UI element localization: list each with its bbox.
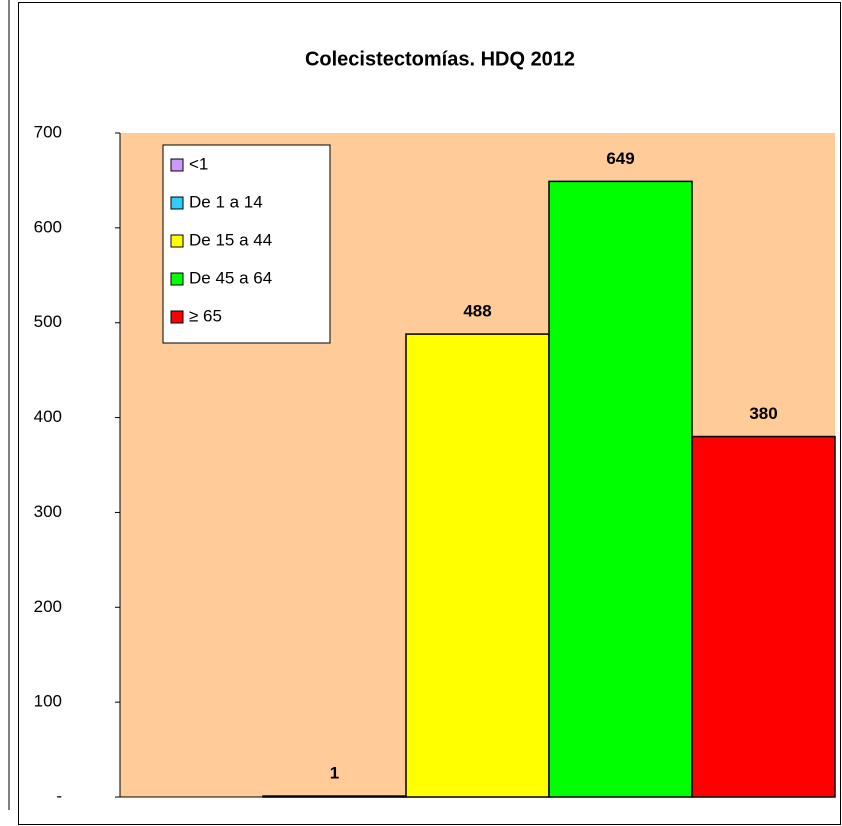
legend-swatch bbox=[170, 196, 184, 210]
y-tick-label: 400 bbox=[34, 407, 62, 426]
y-tick-label: 100 bbox=[34, 692, 62, 711]
legend-swatch bbox=[170, 234, 184, 248]
legend-swatch bbox=[170, 310, 184, 324]
y-tick-label: - bbox=[56, 786, 62, 805]
data-label: 488 bbox=[463, 302, 491, 321]
y-tick-label: 300 bbox=[34, 502, 62, 521]
bar bbox=[691, 435, 836, 798]
bar bbox=[548, 180, 693, 798]
y-tick-label: 600 bbox=[34, 217, 62, 236]
y-tick-label: 500 bbox=[34, 312, 62, 331]
legend-swatch bbox=[170, 158, 184, 172]
bar bbox=[405, 333, 550, 798]
legend-label: De 45 a 64 bbox=[189, 268, 272, 287]
bar bbox=[262, 795, 407, 798]
data-label: 1 bbox=[330, 764, 339, 783]
legend-box bbox=[162, 144, 331, 344]
legend-label: De 1 a 14 bbox=[189, 192, 263, 211]
legend-label: ≥ 65 bbox=[189, 306, 222, 325]
chart-title: Colecistectomías. HDQ 2012 bbox=[305, 48, 575, 70]
data-label: 380 bbox=[749, 404, 777, 423]
legend-label: <1 bbox=[189, 154, 208, 173]
legend-label: De 15 a 44 bbox=[189, 230, 272, 249]
data-label: 649 bbox=[606, 149, 634, 168]
legend-swatch bbox=[170, 272, 184, 286]
y-tick-label: 700 bbox=[34, 122, 62, 141]
y-tick-label: 200 bbox=[34, 597, 62, 616]
